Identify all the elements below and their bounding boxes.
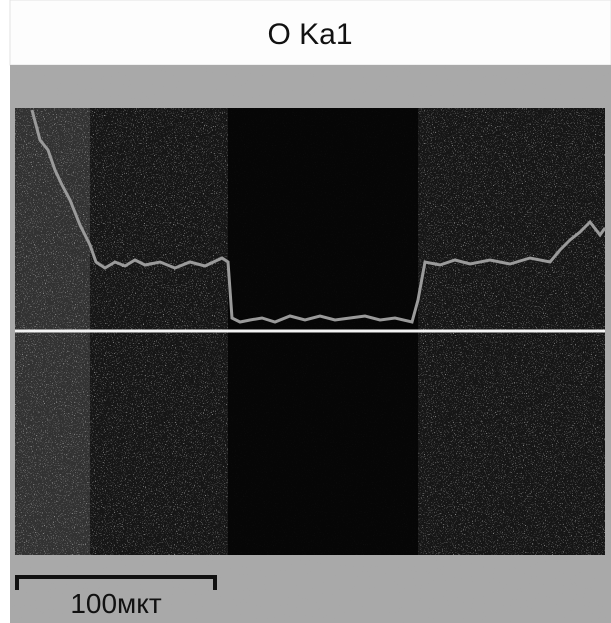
line-profile [30, 109, 607, 324]
scale-bar [15, 575, 217, 590]
title-bar [9, 0, 611, 66]
scale-label: 100мкт [70, 588, 162, 619]
title: O Ka1 [267, 18, 352, 51]
